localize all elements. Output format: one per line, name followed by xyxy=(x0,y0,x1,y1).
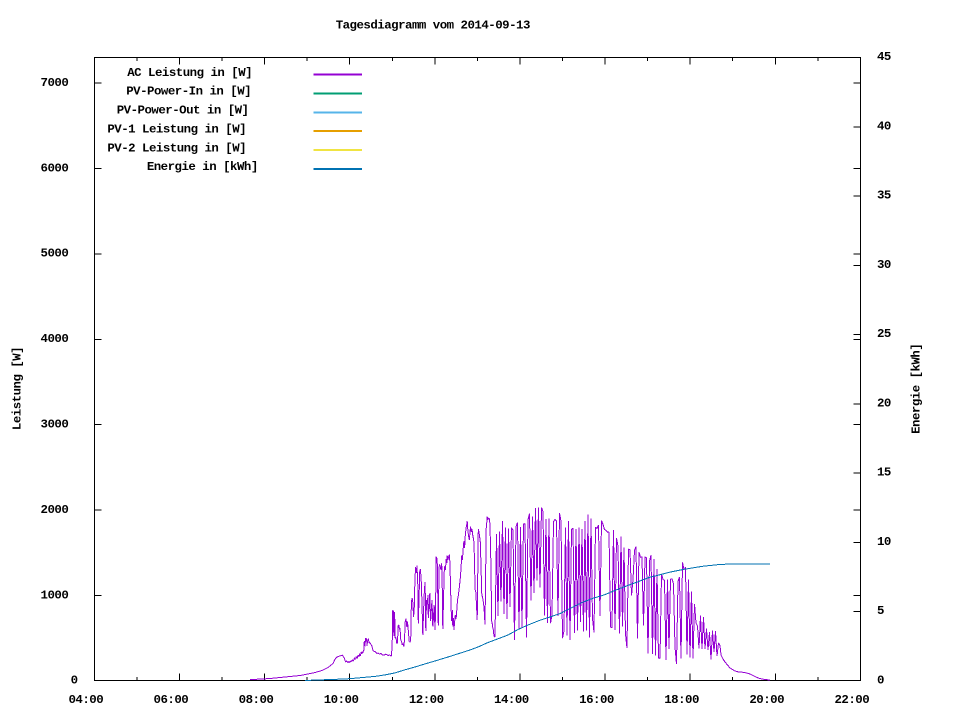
svg-text:1000: 1000 xyxy=(41,588,69,602)
svg-text:PV-Power-Out in [W]: PV-Power-Out in [W] xyxy=(117,104,249,118)
svg-text:Leistung [W]: Leistung [W] xyxy=(10,347,24,430)
svg-text:7000: 7000 xyxy=(41,76,69,90)
svg-text:5000: 5000 xyxy=(41,247,69,261)
svg-text:0: 0 xyxy=(71,674,78,688)
svg-text:04:00: 04:00 xyxy=(68,693,103,707)
svg-text:14:00: 14:00 xyxy=(494,693,529,707)
svg-text:Energie [kWh]: Energie [kWh] xyxy=(909,344,923,434)
svg-text:Tagesdiagramm vom 2014-09-13: Tagesdiagramm vom 2014-09-13 xyxy=(336,18,530,32)
svg-text:30: 30 xyxy=(877,258,891,272)
svg-text:35: 35 xyxy=(877,189,891,203)
svg-text:10:00: 10:00 xyxy=(324,693,359,707)
svg-text:4000: 4000 xyxy=(41,332,69,346)
svg-text:AC Leistung in [W]: AC Leistung in [W] xyxy=(127,66,252,80)
svg-text:12:00: 12:00 xyxy=(409,693,444,707)
svg-text:08:00: 08:00 xyxy=(239,693,274,707)
svg-text:5: 5 xyxy=(877,604,884,618)
svg-text:0: 0 xyxy=(877,673,884,687)
svg-text:10: 10 xyxy=(877,535,891,549)
svg-text:PV-1 Leistung in [W]: PV-1 Leistung in [W] xyxy=(107,122,246,136)
svg-text:45: 45 xyxy=(877,50,891,64)
svg-text:40: 40 xyxy=(877,119,891,133)
svg-text:Energie in [kWh]: Energie in [kWh] xyxy=(147,160,258,174)
svg-text:6000: 6000 xyxy=(41,161,69,175)
svg-text:20:00: 20:00 xyxy=(749,693,784,707)
svg-text:15: 15 xyxy=(877,466,891,480)
svg-text:06:00: 06:00 xyxy=(154,693,189,707)
svg-text:22:00: 22:00 xyxy=(834,693,869,707)
svg-text:3000: 3000 xyxy=(41,418,69,432)
svg-text:20: 20 xyxy=(877,396,891,410)
svg-text:PV-Power-In in [W]: PV-Power-In in [W] xyxy=(126,85,251,99)
svg-text:18:00: 18:00 xyxy=(664,693,699,707)
svg-text:PV-2 Leistung in [W]: PV-2 Leistung in [W] xyxy=(107,141,246,155)
svg-text:16:00: 16:00 xyxy=(579,693,614,707)
svg-text:25: 25 xyxy=(877,327,891,341)
svg-text:2000: 2000 xyxy=(41,503,69,517)
